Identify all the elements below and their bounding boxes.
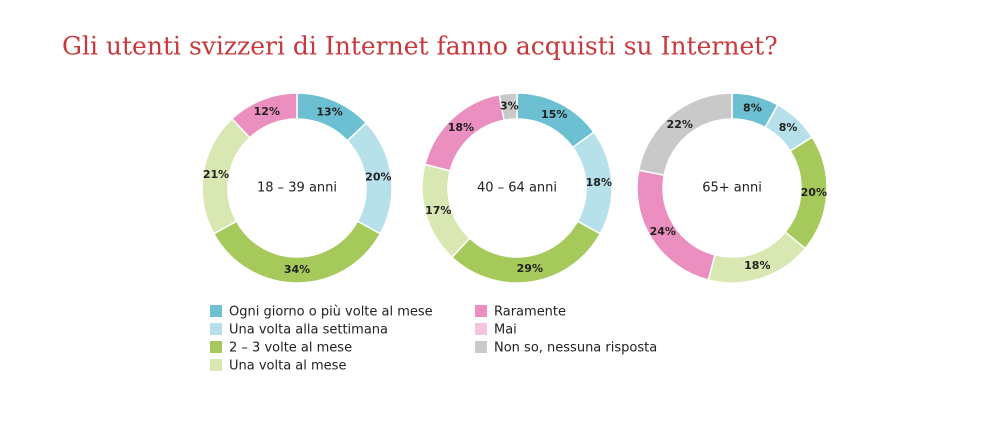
value-label: 8% xyxy=(743,102,762,115)
center-label: 40 – 64 anni xyxy=(477,181,557,196)
value-label: 18% xyxy=(744,259,770,272)
donut-segment xyxy=(637,92,733,176)
value-label: 22% xyxy=(667,118,693,131)
legend-label: Non so, nessuna risposta xyxy=(494,341,657,356)
value-label: 18% xyxy=(586,176,612,189)
legend-swatch xyxy=(210,359,222,371)
legend-swatch xyxy=(475,341,487,353)
value-label: 29% xyxy=(517,262,543,275)
value-label: 21% xyxy=(203,168,229,181)
value-label: 3% xyxy=(500,99,519,112)
legend-swatch xyxy=(210,341,222,353)
legend-swatch xyxy=(210,305,222,317)
value-label: 34% xyxy=(284,263,310,276)
legend-label: 2 – 3 volte al mese xyxy=(229,341,352,356)
value-label: 12% xyxy=(254,105,280,118)
legend-label: Una volta al mese xyxy=(229,359,346,374)
legend-label: Raramente xyxy=(494,305,566,320)
legend-swatch xyxy=(475,323,487,335)
value-label: 18% xyxy=(448,121,474,134)
value-label: 20% xyxy=(801,186,827,199)
value-label: 17% xyxy=(425,204,451,217)
chart-title: Gli utenti svizzeri di Internet fanno ac… xyxy=(62,32,778,61)
value-label: 8% xyxy=(779,121,798,134)
center-label: 65+ anni xyxy=(702,181,762,196)
value-label: 13% xyxy=(316,106,342,119)
legend-swatch xyxy=(210,323,222,335)
value-label: 24% xyxy=(650,225,676,238)
donut-segment xyxy=(707,230,807,284)
donut-segment xyxy=(498,92,518,122)
value-label: 15% xyxy=(541,108,567,121)
center-label: 18 – 39 anni xyxy=(257,181,337,196)
legend-label: Ogni giorno o più volte al mese xyxy=(229,305,433,320)
donut-segment xyxy=(230,92,298,139)
legend-swatch xyxy=(475,305,487,317)
value-label: 20% xyxy=(365,171,391,184)
legend-label: Una volta alla settimana xyxy=(229,323,388,338)
legend-label: Mai xyxy=(494,323,517,338)
